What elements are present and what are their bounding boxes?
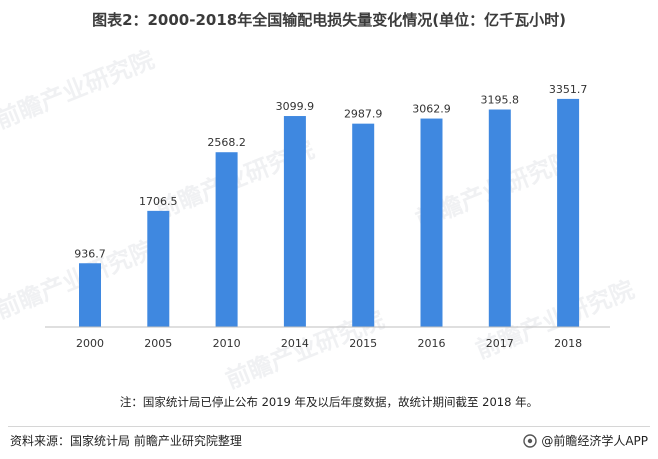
divider [8,426,650,427]
bar-2016 [420,118,443,327]
x-tick-2010: 2010 [213,337,241,350]
bar-2010 [215,152,238,327]
value-label-2018: 3351.7 [549,83,588,96]
value-label-2010: 2568.2 [207,136,246,149]
bar-2018 [557,98,580,327]
bar-2014 [283,116,306,328]
bar-2015 [352,123,375,328]
x-tick-2000: 2000 [76,337,104,350]
x-tick-2005: 2005 [144,337,172,350]
x-tick-2015: 2015 [349,337,377,350]
bar-2017 [488,109,511,327]
x-tick-2018: 2018 [554,337,582,350]
bar-chart: 2000 2005 2010 2014 2015 2016 2017 2018 936.7 17… [45,83,610,350]
x-tick-labels: 2000 2005 2010 2014 2015 2016 2017 2018 [76,337,582,350]
value-label-2015: 2987.9 [344,108,383,121]
brand-credit: @前瞻经济学人APP [523,432,648,449]
value-label-2014: 3099.9 [276,100,315,113]
bar-2005 [147,210,170,327]
x-tick-2014: 2014 [281,337,309,350]
value-labels: 936.7 1706.5 2568.2 3099.9 2987.9 3062.9 3195.… [74,83,587,260]
chart-title: 图表2：2000-2018年全国输配电损失量变化情况(单位：亿千瓦小时) [92,11,566,29]
source-text: 资料来源：国家统计局 前瞻产业研究院整理 [10,434,242,448]
brand-text: @前瞻经济学人APP [541,434,648,448]
bar-2000 [79,263,101,327]
value-label-2005: 1706.5 [139,195,178,208]
x-tick-2017: 2017 [486,337,514,350]
value-label-2000: 936.7 [74,247,106,260]
value-label-2016: 3062.9 [412,103,451,116]
bar-group [79,98,580,328]
value-label-2017: 3195.8 [481,94,520,107]
x-tick-2016: 2016 [418,337,446,350]
footnote: 注：国家统计局已停止公布 2019 年及以后年度数据，故统计期间截至 2018 … [119,395,539,409]
brand-logo-icon [523,433,538,448]
